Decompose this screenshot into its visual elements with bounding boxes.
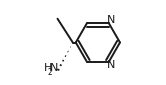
Text: N: N [50,63,59,73]
Text: N: N [107,15,115,25]
Text: 2: 2 [48,68,52,77]
Text: H: H [44,63,52,73]
Text: N: N [107,60,115,70]
